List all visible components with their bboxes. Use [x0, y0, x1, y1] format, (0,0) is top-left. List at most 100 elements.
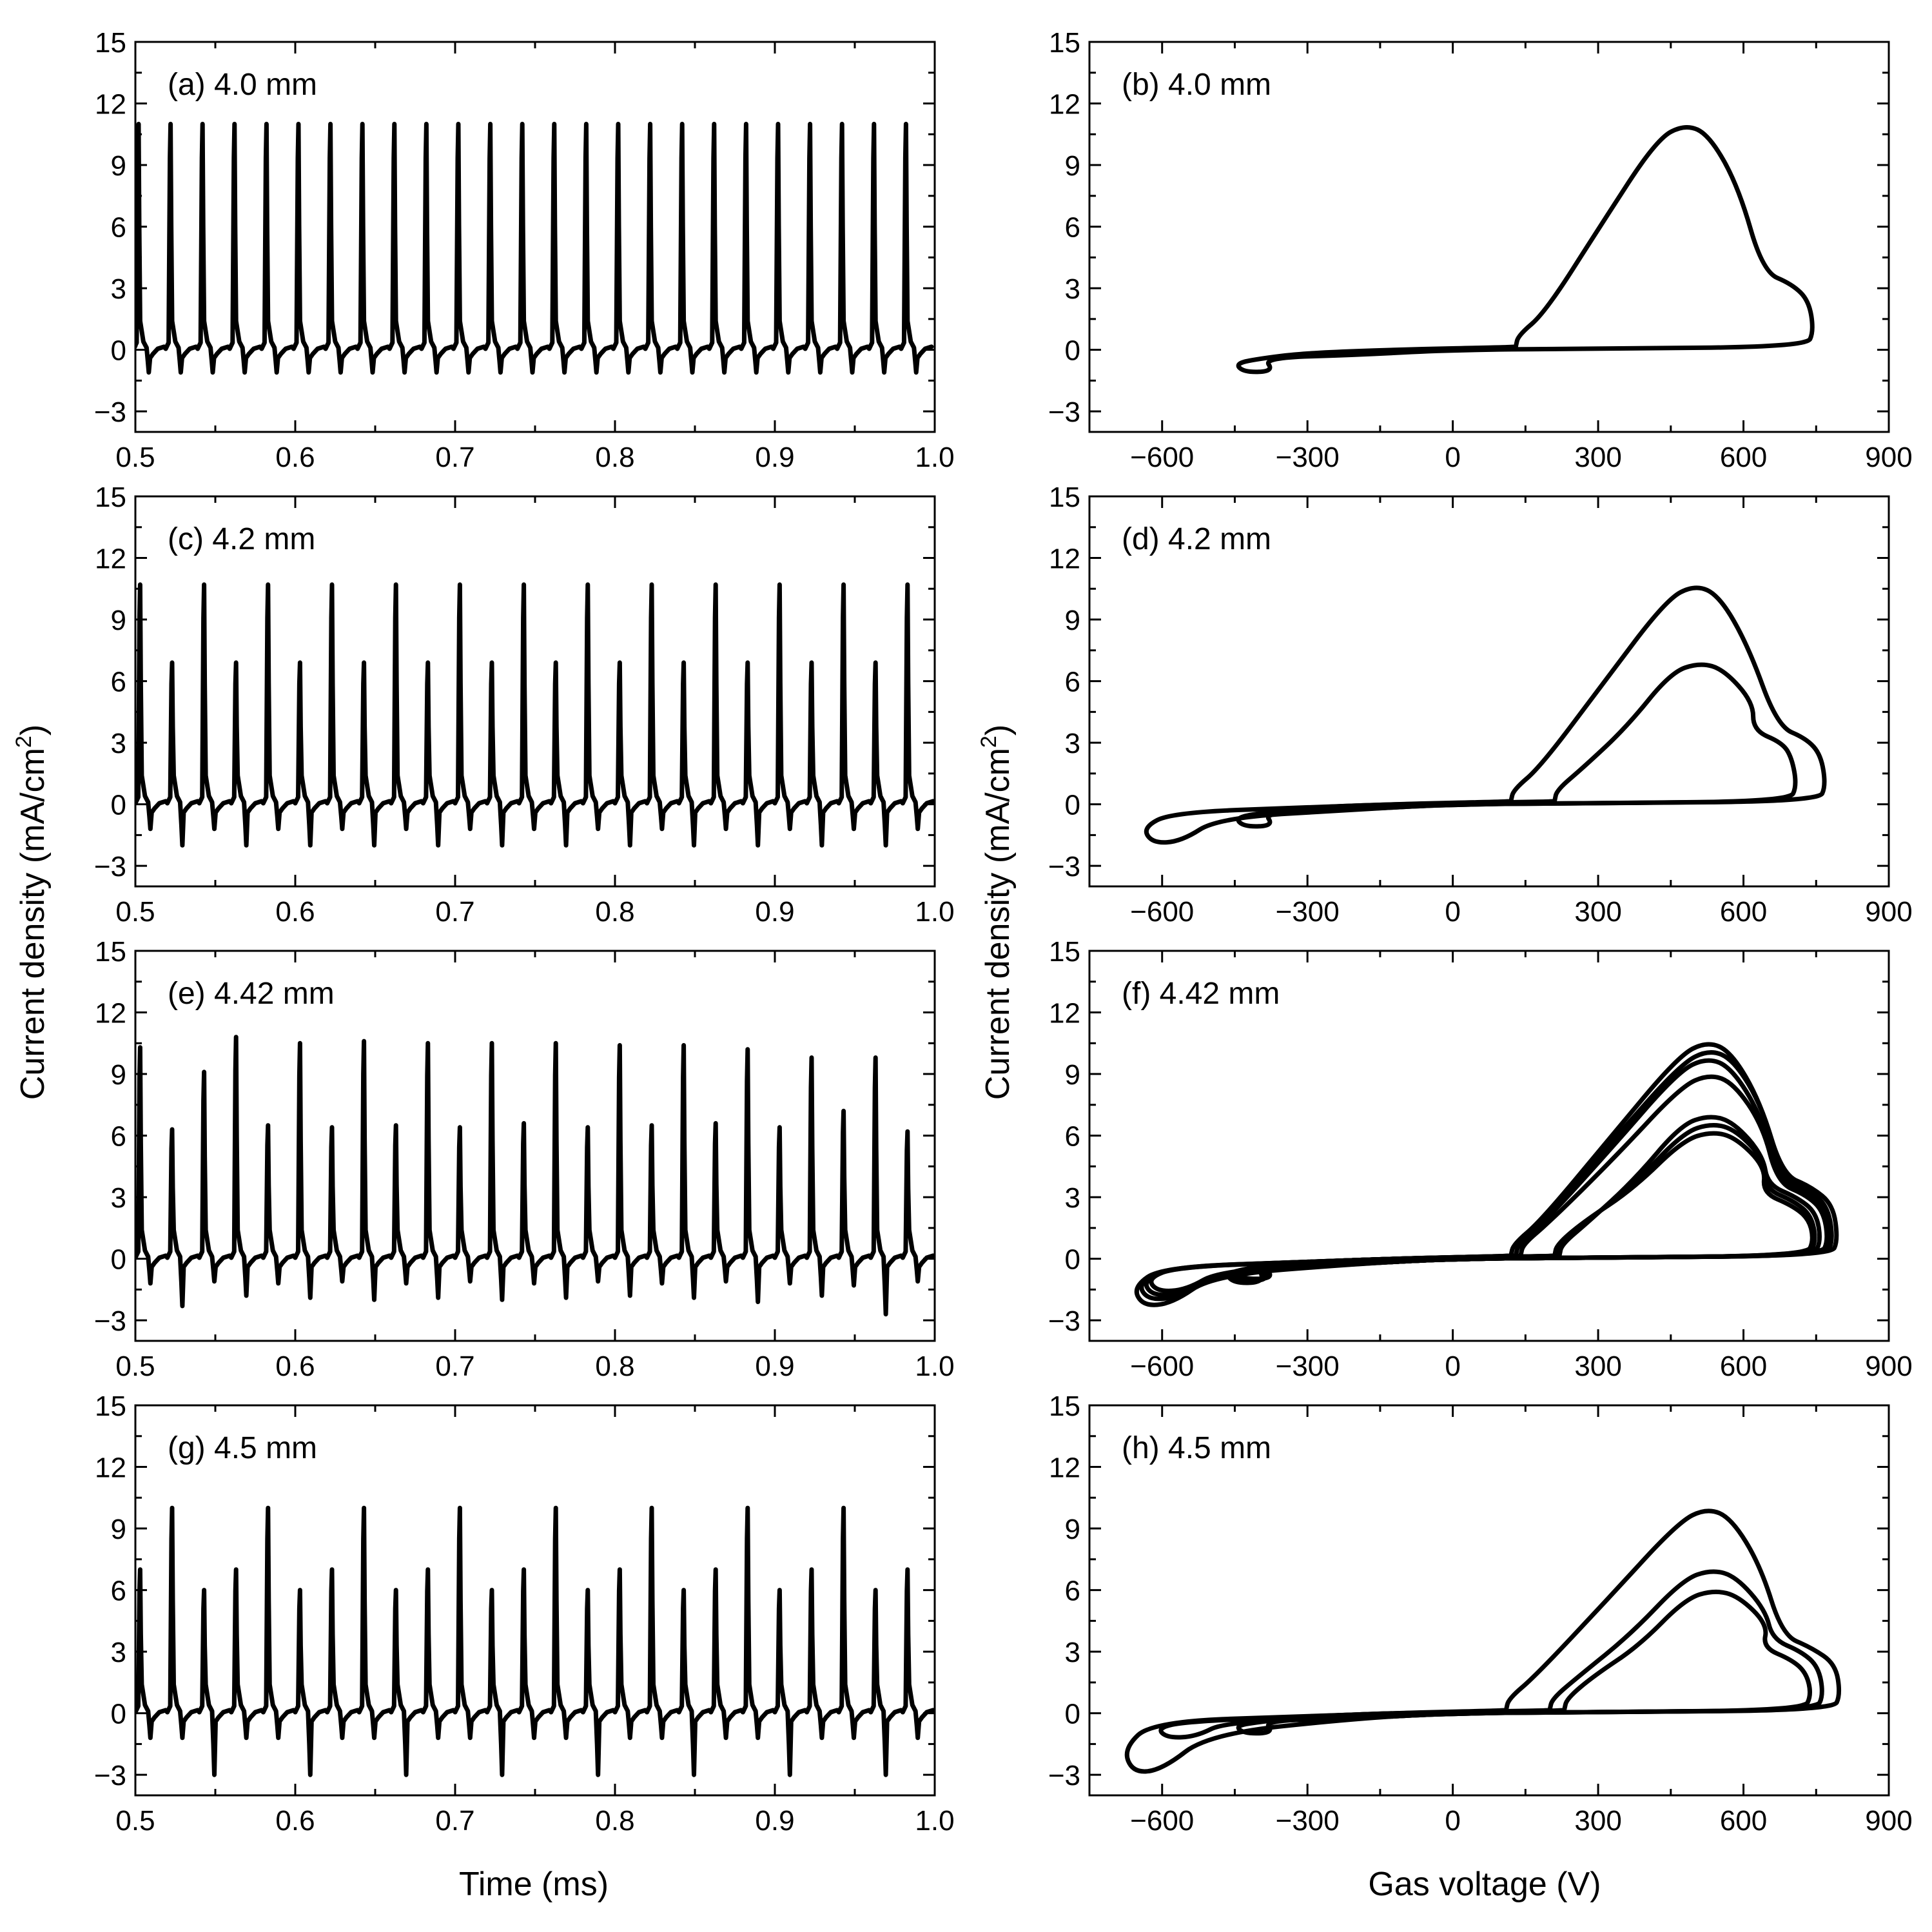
x-tick-label: 0.8 — [595, 1351, 634, 1382]
x-tick-label: −600 — [1130, 442, 1194, 473]
panel-h: −600 −300 0 300 600 900 −3 0 3 6 9 12 15 (h) 4.5 mm — [1048, 1390, 1913, 1837]
lissajous-loop-3 — [1236, 1589, 1813, 1736]
y-tick-label: −3 — [1048, 1760, 1080, 1791]
y-tick-label: 15 — [95, 482, 126, 513]
lissajous-loop-1 — [1124, 1508, 1842, 1774]
x-tick-label: 900 — [1865, 896, 1912, 928]
x-tick-label: −300 — [1276, 1351, 1340, 1382]
y-tick-label: 0 — [1065, 1244, 1080, 1276]
x-tick-label: 0.7 — [435, 1351, 474, 1382]
plot-area — [1144, 585, 1827, 845]
lissajous-loop-1 — [1236, 125, 1815, 375]
y-tick-label: 15 — [95, 27, 126, 59]
y-tick-label: −3 — [1048, 396, 1080, 428]
plot-frame — [1088, 950, 1890, 1342]
panel-label: (f) 4.42 mm — [1122, 977, 1280, 1011]
y-tick-label: 3 — [1065, 273, 1080, 305]
y-tick-label: 15 — [1049, 27, 1080, 59]
x-tick-label: 600 — [1720, 1351, 1767, 1382]
right-y-axis-title-text: Current density (mA/cm — [979, 748, 1017, 1100]
x-tick-label: 600 — [1720, 442, 1767, 473]
current-trace — [135, 1505, 935, 1777]
panel-b: −600 −300 0 300 600 900 −3 0 3 6 9 12 15 (b) 4.0 mm — [1048, 27, 1913, 473]
y-tick-label: 9 — [1065, 1514, 1080, 1545]
y-tick-label: 3 — [111, 1637, 126, 1668]
y-tick-label: −3 — [94, 851, 126, 883]
x-tick-label: 1.0 — [915, 442, 954, 473]
x-tick-label: 300 — [1574, 1351, 1621, 1382]
lissajous-loop-2 — [1139, 1050, 1834, 1302]
plot-frame — [1088, 495, 1890, 888]
y-tick-label: 15 — [1049, 482, 1080, 513]
y-tick-label: 0 — [111, 335, 126, 367]
current-trace — [135, 582, 935, 848]
right-y-axis-title: Current density (mA/cm2) — [977, 725, 1017, 1100]
y-tick-label: 3 — [1065, 728, 1080, 759]
x-tick-label: 0.9 — [755, 442, 794, 473]
y-tick-label: 6 — [1065, 667, 1080, 698]
y-tick-label: 12 — [1049, 998, 1080, 1029]
y-tick-label: 12 — [95, 1452, 126, 1484]
x-tick-label: 0.6 — [275, 896, 315, 928]
left-y-axis-title-suffix: ) — [14, 725, 52, 736]
y-tick-label: 6 — [1065, 212, 1080, 244]
x-tick-label: 0.5 — [115, 1351, 155, 1382]
y-tick-label: 0 — [111, 1699, 126, 1730]
y-tick-label: 9 — [111, 150, 126, 182]
panel-a: 0.5 0.6 0.7 0.8 0.9 1.0 −3 0 3 6 9 12 15 (a) 4.0 mm — [94, 27, 955, 473]
plot-frame — [1088, 41, 1890, 433]
panel-label: (d) 4.2 mm — [1122, 522, 1271, 556]
current-trace — [135, 121, 934, 375]
x-tick-label: 0.7 — [435, 442, 474, 473]
panel-label: (g) 4.5 mm — [168, 1431, 317, 1465]
x-tick-label: 0.8 — [595, 896, 634, 928]
panel-d: −600 −300 0 300 600 900 −3 0 3 6 9 12 15 (d) 4.2 mm — [1048, 482, 1913, 928]
panel-label: (b) 4.0 mm — [1122, 68, 1271, 102]
y-tick-label: 3 — [111, 273, 126, 305]
x-tick-label: 0.8 — [595, 1805, 634, 1837]
x-tick-label: −600 — [1130, 1351, 1194, 1382]
x-tick-label: 0.6 — [275, 442, 315, 473]
y-tick-label: 9 — [111, 1514, 126, 1545]
right-y-axis-title-suffix: ) — [979, 725, 1017, 736]
x-tick-label: −600 — [1130, 1805, 1194, 1837]
lissajous-loop-2 — [1236, 662, 1798, 829]
y-tick-label: −3 — [94, 396, 126, 428]
y-tick-label: 6 — [1065, 1121, 1080, 1153]
panels-layer: 0.5 0.6 0.7 0.8 0.9 1.0 −3 0 3 6 9 12 15 (a) 4.0 mm −6… — [94, 27, 1913, 1837]
x-tick-label: −300 — [1276, 1805, 1340, 1837]
x-tick-label: 0.5 — [115, 1805, 155, 1837]
y-tick-label: 0 — [111, 790, 126, 821]
y-tick-label: 6 — [111, 1576, 126, 1607]
y-tick-label: 9 — [1065, 150, 1080, 182]
y-tick-label: 3 — [111, 728, 126, 759]
y-tick-label: 9 — [1065, 1059, 1080, 1091]
x-tick-label: 0.6 — [275, 1805, 315, 1837]
y-tick-label: 6 — [1065, 1576, 1080, 1607]
plot-area — [135, 582, 935, 848]
y-tick-label: 15 — [95, 1390, 126, 1422]
y-tick-label: 12 — [1049, 543, 1080, 575]
y-tick-label: 9 — [111, 1059, 126, 1091]
left-y-axis-title-text: Current density (mA/cm — [14, 748, 52, 1100]
x-tick-label: 0.9 — [755, 896, 794, 928]
left-x-axis-title: Time (ms) — [459, 1866, 609, 1903]
y-tick-label: 12 — [1049, 1452, 1080, 1484]
current-trace — [135, 1035, 935, 1317]
panel-label: (a) 4.0 mm — [168, 68, 317, 102]
plot-area — [135, 1035, 935, 1317]
y-tick-label: 12 — [95, 89, 126, 121]
x-tick-label: 0.7 — [435, 896, 474, 928]
panel-label: (e) 4.42 mm — [168, 977, 335, 1011]
x-tick-label: 300 — [1574, 896, 1621, 928]
x-tick-label: 0 — [1445, 1805, 1460, 1837]
x-tick-label: 0.9 — [755, 1805, 794, 1837]
y-tick-label: 0 — [111, 1244, 126, 1276]
x-tick-label: 0.7 — [435, 1805, 474, 1837]
x-tick-label: 600 — [1720, 1805, 1767, 1837]
lissajous-loop-7 — [1236, 1131, 1815, 1282]
y-tick-label: 3 — [1065, 1637, 1080, 1668]
x-tick-label: 0 — [1445, 442, 1460, 473]
panel-c: 0.5 0.6 0.7 0.8 0.9 1.0 −3 0 3 6 9 12 15 (c) 4.2 mm — [94, 482, 955, 928]
